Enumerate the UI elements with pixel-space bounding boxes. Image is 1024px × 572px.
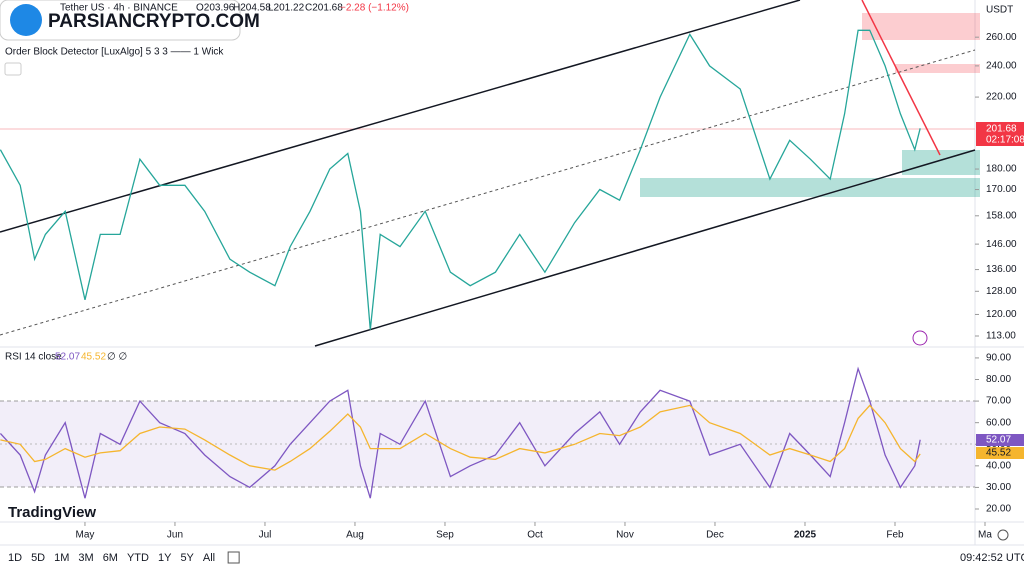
- countdown: 02:17:08: [986, 135, 1024, 146]
- ma-last-box: [976, 447, 1024, 459]
- trend-line: [861, 0, 941, 156]
- y-tick-label: 128.00: [986, 286, 1017, 297]
- range-buttons: 1D 5D 1M 3M 6M YTD 1Y 5Y All: [8, 551, 240, 564]
- y-tick-label: 180.00: [986, 164, 1017, 175]
- x-tick-label: Aug: [346, 530, 364, 541]
- series-line: [0, 29, 921, 330]
- y-tick-label: 60.00: [986, 417, 1011, 428]
- y-tick-label: 113.00: [986, 331, 1016, 342]
- x-tick-label: Oct: [527, 530, 543, 541]
- settings-icon[interactable]: [997, 529, 1009, 541]
- clock: 09:42:52 UTC: [960, 552, 1024, 564]
- y-tick-label: 20.00: [986, 504, 1011, 515]
- y-tick-label: 120.00: [986, 309, 1017, 320]
- range-button[interactable]: 5D: [31, 552, 45, 564]
- range-button[interactable]: 6M: [103, 552, 118, 564]
- change: −2.28 (−1.12%): [340, 3, 409, 14]
- y-tick-label: 260.00: [986, 32, 1017, 43]
- y-tick-label: 146.00: [986, 239, 1017, 250]
- last-price-box: [976, 122, 1024, 146]
- range-button[interactable]: YTD: [127, 552, 149, 564]
- indicator-label: Order Block Detector [LuxAlgo] 5 3 3 —— …: [5, 47, 224, 58]
- x-tick-label: Nov: [616, 530, 634, 541]
- alert-icon[interactable]: [912, 330, 928, 346]
- x-tick-label: 2025: [794, 530, 817, 541]
- series-line: [0, 366, 921, 499]
- x-tick-label: Jul: [259, 530, 272, 541]
- range-button[interactable]: 1Y: [158, 552, 172, 564]
- brand: TradingView: [8, 504, 96, 521]
- y-tick-label: 30.00: [986, 482, 1011, 493]
- x-tick-label: Dec: [706, 530, 724, 541]
- range-button[interactable]: 1D: [8, 552, 22, 564]
- series-line: [0, 404, 921, 471]
- range-button[interactable]: 1M: [54, 552, 69, 564]
- range-button[interactable]: 3M: [78, 552, 93, 564]
- currency: USDT: [986, 5, 1013, 16]
- rsi-last: 52.07: [986, 435, 1011, 446]
- y-tick-label: 80.00: [986, 374, 1011, 385]
- x-tick-label: Jun: [167, 530, 183, 541]
- close: C201.68: [305, 3, 343, 14]
- watermark-box: [0, 0, 241, 41]
- date-picker[interactable]: [227, 551, 240, 564]
- symbol: Tether US · 4h · BINANCE: [60, 3, 178, 14]
- rsi-extra: ∅ ∅: [107, 352, 127, 363]
- y-tick-label: 90.00: [986, 353, 1011, 364]
- watermark: PARSIANCRYPTO.COM: [48, 11, 260, 32]
- y-tick-label: 70.00: [986, 396, 1011, 407]
- channel-mid: [0, 49, 976, 336]
- bullish-order-block: [640, 178, 980, 197]
- rsi-value: 52.07: [55, 352, 80, 363]
- y-tick-label: 136.00: [986, 264, 1017, 275]
- y-tick-label: 158.00: [986, 210, 1017, 221]
- range-button[interactable]: All: [203, 552, 215, 564]
- y-tick-label: 220.00: [986, 92, 1017, 103]
- low: L201.22: [268, 3, 305, 14]
- bearish-order-block: [895, 64, 980, 73]
- ma-last: 45.52: [986, 448, 1011, 459]
- rsi-label: RSI 14 close: [5, 352, 62, 363]
- range-button[interactable]: 5Y: [180, 552, 194, 564]
- rsi-last-box: [976, 434, 1024, 446]
- rsi-band: [0, 401, 975, 487]
- y-tick-label: 40.00: [986, 460, 1011, 471]
- high: H204.58: [233, 3, 271, 14]
- open: O203.96: [196, 3, 235, 14]
- watermark-logo: [10, 4, 42, 36]
- bearish-order-block: [862, 13, 980, 40]
- y-tick-label: 170.00: [986, 184, 1017, 195]
- bullish-order-block: [902, 150, 980, 175]
- x-tick-label: May: [76, 530, 95, 541]
- channel-upper: [0, 0, 801, 233]
- channel-lower: [314, 149, 976, 347]
- y-tick-label: 240.00: [986, 61, 1017, 72]
- plot: 113.00 120.00 128.00 136.00 146.00 158.00 170.…: [0, 29, 1017, 541]
- rsi-ma-value: 45.52: [81, 352, 106, 363]
- x-tick-label: Ma: [978, 530, 992, 541]
- x-tick-label: Sep: [436, 530, 454, 541]
- last-price: 201.68: [986, 124, 1017, 135]
- collapse-button[interactable]: [4, 62, 22, 76]
- x-tick-label: Feb: [886, 530, 904, 541]
